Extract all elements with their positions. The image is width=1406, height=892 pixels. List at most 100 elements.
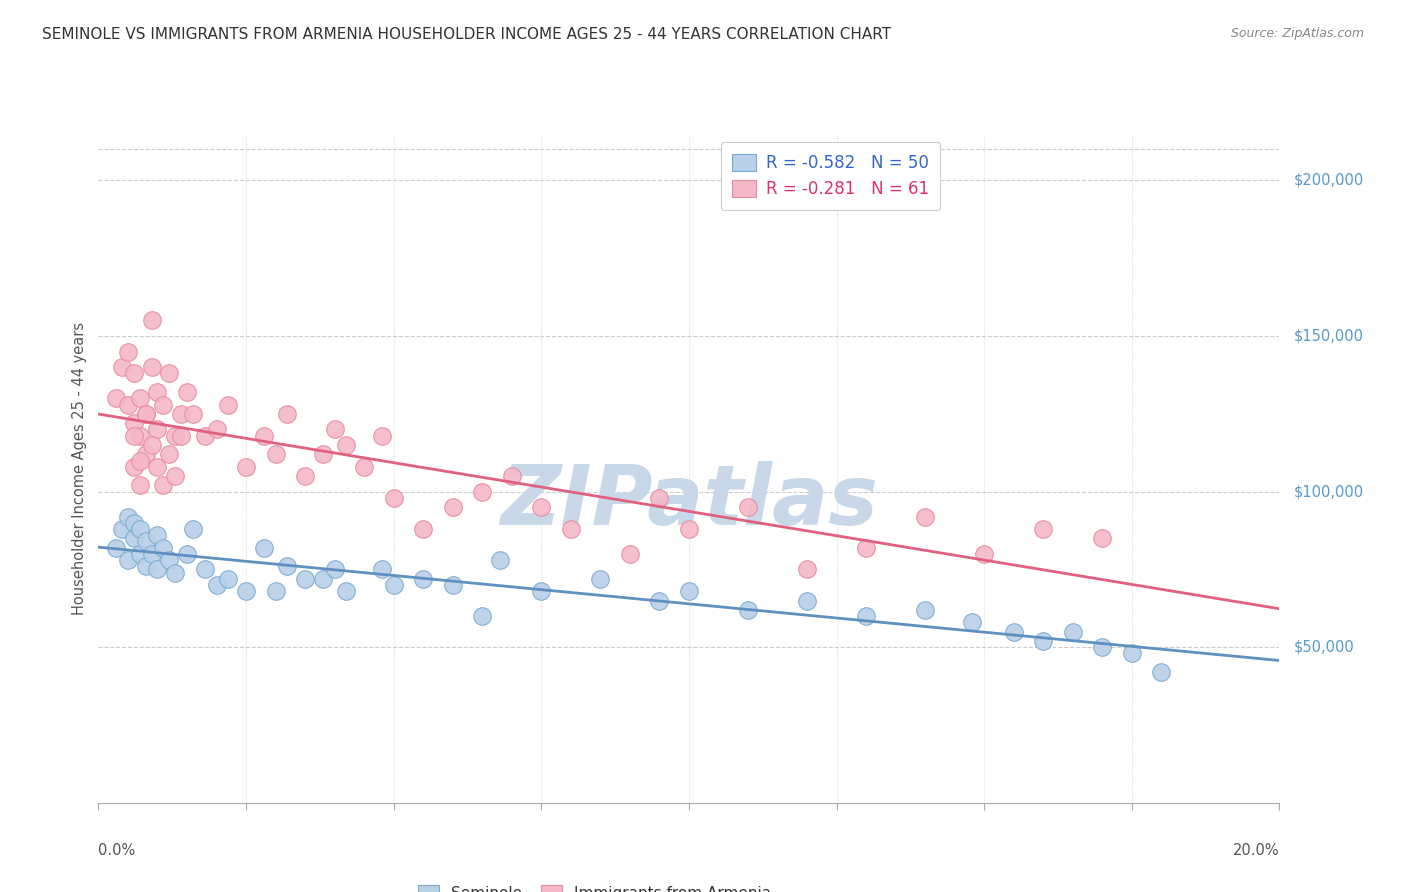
Point xyxy=(117,344,139,359)
Point xyxy=(323,562,346,576)
Text: $200,000: $200,000 xyxy=(1294,173,1364,188)
Point xyxy=(146,385,169,400)
Point xyxy=(181,522,204,536)
Point xyxy=(235,584,257,599)
Point xyxy=(128,522,150,536)
Point xyxy=(141,438,163,452)
Point xyxy=(122,416,145,430)
Point xyxy=(128,392,150,406)
Point xyxy=(165,469,187,483)
Point xyxy=(501,469,523,483)
Point xyxy=(181,407,204,421)
Point xyxy=(117,553,139,567)
Point xyxy=(122,459,145,474)
Point xyxy=(105,392,128,406)
Point xyxy=(678,584,700,599)
Point xyxy=(678,522,700,536)
Point xyxy=(489,553,512,567)
Point xyxy=(157,553,180,567)
Point xyxy=(914,509,936,524)
Point xyxy=(796,562,818,576)
Point xyxy=(117,509,139,524)
Point xyxy=(141,547,163,561)
Text: ZIPatlas: ZIPatlas xyxy=(501,461,877,542)
Text: $100,000: $100,000 xyxy=(1294,484,1364,500)
Point xyxy=(323,422,346,436)
Point xyxy=(382,491,405,505)
Point xyxy=(170,428,193,442)
Point xyxy=(135,407,157,421)
Point xyxy=(471,484,494,499)
Point xyxy=(111,522,134,536)
Point xyxy=(152,478,174,492)
Point xyxy=(276,559,298,574)
Point xyxy=(1002,624,1025,639)
Point xyxy=(135,559,157,574)
Point xyxy=(135,447,157,461)
Point xyxy=(737,603,759,617)
Point xyxy=(194,562,217,576)
Point xyxy=(1121,647,1143,661)
Point xyxy=(264,447,287,461)
Point xyxy=(176,547,198,561)
Point xyxy=(1062,624,1084,639)
Point xyxy=(117,397,139,411)
Point xyxy=(122,367,145,381)
Point xyxy=(128,478,150,492)
Point xyxy=(146,562,169,576)
Point xyxy=(122,516,145,530)
Point xyxy=(146,422,169,436)
Point xyxy=(353,459,375,474)
Point xyxy=(294,469,316,483)
Point xyxy=(973,547,995,561)
Point xyxy=(1091,640,1114,655)
Point xyxy=(253,541,276,555)
Point xyxy=(412,572,434,586)
Point xyxy=(962,615,984,630)
Point xyxy=(648,593,671,607)
Point xyxy=(855,609,877,624)
Point xyxy=(371,428,394,442)
Point xyxy=(176,385,198,400)
Text: 20.0%: 20.0% xyxy=(1233,843,1279,858)
Point xyxy=(648,491,671,505)
Point xyxy=(217,572,239,586)
Point xyxy=(382,578,405,592)
Text: Source: ZipAtlas.com: Source: ZipAtlas.com xyxy=(1230,27,1364,40)
Point xyxy=(165,428,187,442)
Point xyxy=(914,603,936,617)
Point xyxy=(253,428,276,442)
Point xyxy=(412,522,434,536)
Point xyxy=(796,593,818,607)
Point xyxy=(441,500,464,515)
Point xyxy=(560,522,582,536)
Point xyxy=(141,313,163,327)
Point xyxy=(217,397,239,411)
Text: 0.0%: 0.0% xyxy=(98,843,135,858)
Point xyxy=(170,407,193,421)
Point xyxy=(146,528,169,542)
Point xyxy=(128,547,150,561)
Point xyxy=(276,407,298,421)
Point xyxy=(312,447,335,461)
Point xyxy=(264,584,287,599)
Point xyxy=(205,422,228,436)
Point xyxy=(135,534,157,549)
Point xyxy=(1032,634,1054,648)
Point xyxy=(530,500,553,515)
Point xyxy=(530,584,553,599)
Point xyxy=(152,397,174,411)
Point xyxy=(146,459,169,474)
Point xyxy=(152,541,174,555)
Point xyxy=(1091,531,1114,545)
Point xyxy=(128,453,150,467)
Point xyxy=(1032,522,1054,536)
Point xyxy=(235,459,257,474)
Legend: Seminole, Immigrants from Armenia: Seminole, Immigrants from Armenia xyxy=(411,878,779,892)
Y-axis label: Householder Income Ages 25 - 44 years: Householder Income Ages 25 - 44 years xyxy=(72,322,87,615)
Point xyxy=(471,609,494,624)
Point xyxy=(194,428,217,442)
Point xyxy=(335,584,357,599)
Point xyxy=(619,547,641,561)
Point xyxy=(737,500,759,515)
